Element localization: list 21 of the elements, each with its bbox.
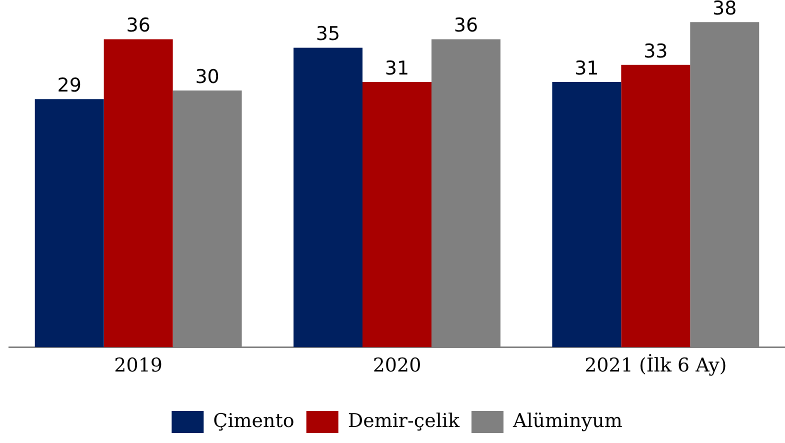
bar	[104, 39, 173, 348]
bar	[621, 64, 690, 348]
data-label: 36	[454, 14, 478, 37]
bar	[34, 99, 104, 348]
data-label: 31	[574, 57, 599, 80]
bar	[294, 48, 363, 348]
bar	[362, 82, 432, 348]
x-tick-label: 2021 (İlk 6 Ay)	[584, 354, 727, 377]
data-label: 31	[384, 57, 410, 80]
data-label: 38	[712, 0, 737, 20]
data-label: 33	[644, 40, 668, 62]
legend-label: Çimento	[213, 410, 294, 432]
legend-label: Alüminyum	[512, 410, 622, 432]
data-label: 29	[57, 74, 82, 97]
data-label: 30	[195, 66, 220, 88]
data-label: 36	[126, 14, 150, 37]
x-tick-label: 2020	[372, 354, 422, 377]
bar	[552, 82, 622, 348]
x-tick-label: 2019	[114, 354, 163, 377]
legend-label: Demir-çelik	[348, 410, 460, 432]
data-label: 35	[316, 23, 340, 46]
